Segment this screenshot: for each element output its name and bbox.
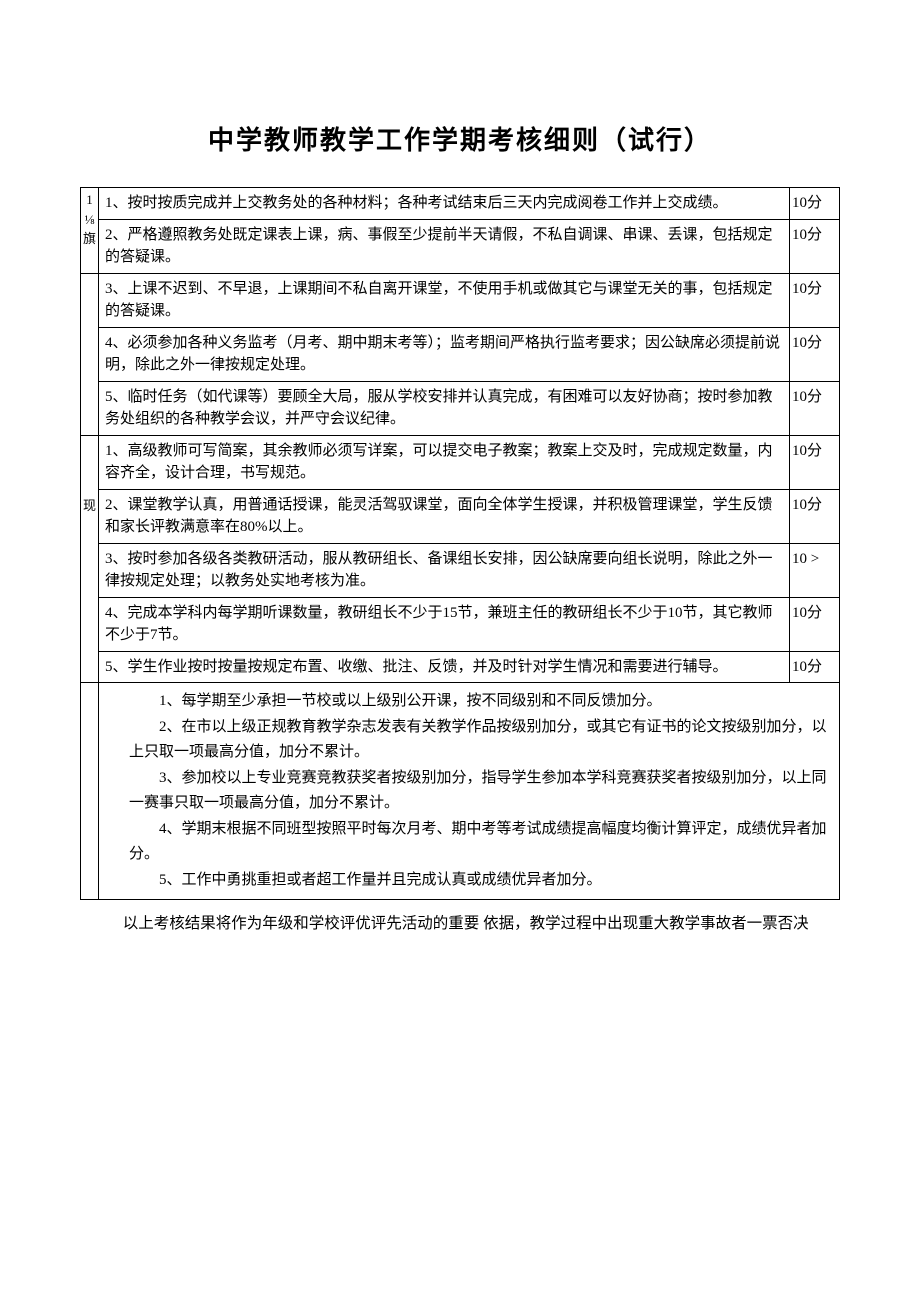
criteria-score: 10分: [790, 381, 840, 435]
table-row: 2、课堂教学认真，用普通话授课，能灵活驾驭课堂，面向全体学生授课，并积极管理课堂…: [81, 489, 840, 543]
criteria-score: 10 >: [790, 543, 840, 597]
criteria-desc: 1、高级教师可写简案，其余教师必须写详案，可以提交电子教案；教案上交及时，完成规…: [99, 435, 790, 489]
category-label-b: 现: [81, 435, 99, 683]
table-row: 4、必须参加各种义务监考（月考、期中期末考等）；监考期间严格执行监考要求；因公缺…: [81, 327, 840, 381]
criteria-desc: 1、按时按质完成并上交教务处的各种材料；各种考试结束后三天内完成阅卷工作并上交成…: [99, 188, 790, 220]
table-row: 3、按时参加各级各类教研活动，服从教研组长、备课组长安排，因公缺席要向组长说明，…: [81, 543, 840, 597]
bonus-item: 3、参加校以上专业竞赛竞教获奖者按级别加分，指导学生参加本学科竞赛获奖者按级别加…: [129, 766, 829, 817]
category-label-bonus: [81, 683, 99, 900]
criteria-score: 10分: [790, 597, 840, 651]
bonus-item: 2、在市以上级正规教育教学杂志发表有关教学作品按级别加分，或其它有证书的论文按级…: [129, 715, 829, 766]
footer-note: 以上考核结果将作为年级和学校评优评先活动的重要 依据，教学过程中出现重大教学事故…: [80, 910, 840, 938]
table-row: 5、学生作业按时按量按规定布置、收缴、批注、反馈，并及时针对学生情况和需要进行辅…: [81, 651, 840, 683]
table-row: 4、完成本学科内每学期听课数量，教研组长不少于15节，兼班主任的教研组长不少于1…: [81, 597, 840, 651]
bonus-item: 4、学期末根据不同班型按照平时每次月考、期中考等考试成绩提高幅度均衡计算评定，成…: [129, 817, 829, 868]
criteria-desc: 5、临时任务（如代课等）要顾全大局，服从学校安排并认真完成，有困难可以友好协商；…: [99, 381, 790, 435]
criteria-desc: 4、完成本学科内每学期听课数量，教研组长不少于15节，兼班主任的教研组长不少于1…: [99, 597, 790, 651]
table-row: 3、上课不迟到、不早退，上课期间不私自离开课堂，不使用手机或做其它与课堂无关的事…: [81, 273, 840, 327]
criteria-desc: 4、必须参加各种义务监考（月考、期中期末考等）；监考期间严格执行监考要求；因公缺…: [99, 327, 790, 381]
criteria-score: 10分: [790, 273, 840, 327]
criteria-score: 10分: [790, 219, 840, 273]
bonus-item: 5、工作中勇挑重担或者超工作量并且完成认真或成绩优异者加分。: [129, 868, 829, 894]
category-label-a1: 1 ⅛ 旗: [81, 188, 99, 274]
table-row: 现 1、高级教师可写简案，其余教师必须写详案，可以提交电子教案；教案上交及时，完…: [81, 435, 840, 489]
criteria-desc: 5、学生作业按时按量按规定布置、收缴、批注、反馈，并及时针对学生情况和需要进行辅…: [99, 651, 790, 683]
criteria-score: 10分: [790, 435, 840, 489]
criteria-desc: 3、上课不迟到、不早退，上课期间不私自离开课堂，不使用手机或做其它与课堂无关的事…: [99, 273, 790, 327]
assessment-table: 1 ⅛ 旗 1、按时按质完成并上交教务处的各种材料；各种考试结束后三天内完成阅卷…: [80, 187, 840, 900]
document-title: 中学教师教学工作学期考核细则（试行）: [80, 120, 840, 157]
criteria-score: 10分: [790, 489, 840, 543]
criteria-desc: 2、课堂教学认真，用普通话授课，能灵活驾驭课堂，面向全体学生授课，并积极管理课堂…: [99, 489, 790, 543]
table-row: 5、临时任务（如代课等）要顾全大局，服从学校安排并认真完成，有困难可以友好协商；…: [81, 381, 840, 435]
bonus-item: 1、每学期至少承担一节校或以上级别公开课，按不同级别和不同反馈加分。: [129, 689, 829, 715]
criteria-score: 10分: [790, 327, 840, 381]
criteria-score: 10分: [790, 188, 840, 220]
bonus-row: 1、每学期至少承担一节校或以上级别公开课，按不同级别和不同反馈加分。 2、在市以…: [81, 683, 840, 900]
criteria-score: 10分: [790, 651, 840, 683]
criteria-desc: 2、严格遵照教务处既定课表上课，病、事假至少提前半天请假，不私自调课、串课、丢课…: [99, 219, 790, 273]
category-label-a-empty: [81, 273, 99, 435]
criteria-desc: 3、按时参加各级各类教研活动，服从教研组长、备课组长安排，因公缺席要向组长说明，…: [99, 543, 790, 597]
bonus-content: 1、每学期至少承担一节校或以上级别公开课，按不同级别和不同反馈加分。 2、在市以…: [99, 683, 840, 900]
table-row: 2、严格遵照教务处既定课表上课，病、事假至少提前半天请假，不私自调课、串课、丢课…: [81, 219, 840, 273]
table-row: 1 ⅛ 旗 1、按时按质完成并上交教务处的各种材料；各种考试结束后三天内完成阅卷…: [81, 188, 840, 220]
